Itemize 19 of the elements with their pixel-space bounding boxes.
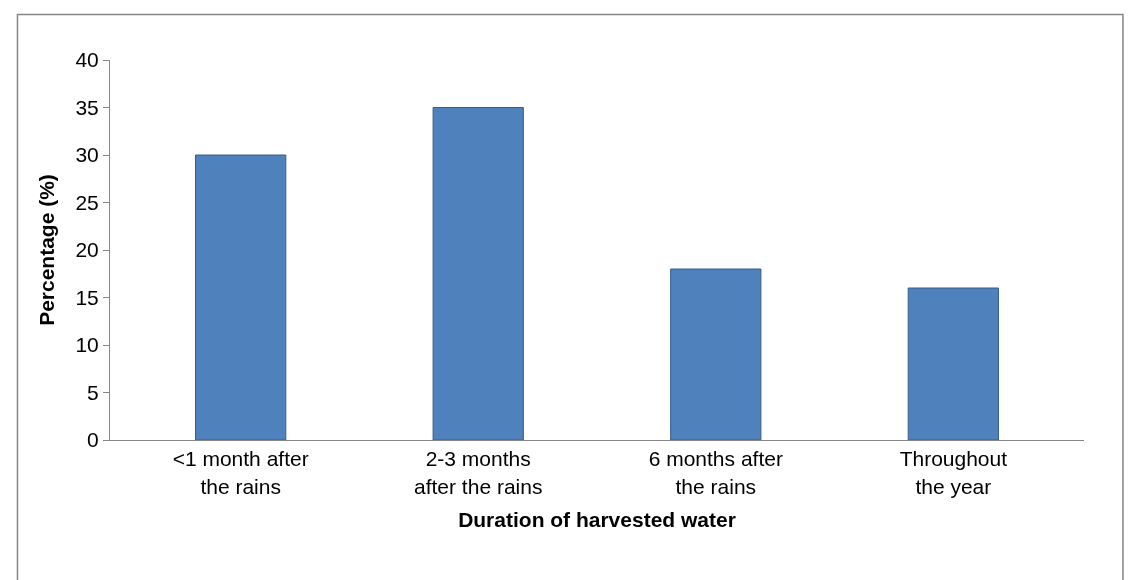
y-tick-label: 0 — [87, 428, 99, 452]
bar — [432, 107, 524, 440]
y-tick-label: 30 — [75, 143, 99, 167]
y-tick-label: 10 — [75, 333, 99, 357]
bar — [907, 287, 999, 440]
x-tick-label: <1 month after the rains — [172, 447, 309, 498]
y-tick-label: 15 — [75, 285, 99, 309]
y-tick-label: 40 — [75, 48, 99, 72]
y-tick-label: 20 — [75, 238, 99, 262]
y-axis-title: Percentage (%) — [34, 174, 58, 326]
bar — [195, 154, 287, 440]
x-tick-label: 6 months after the rains — [648, 447, 783, 498]
bar — [670, 268, 762, 440]
x-tick-label: 2-3 months after the rains — [414, 447, 543, 498]
y-tick-label: 25 — [75, 190, 99, 214]
x-axis-title: Duration of harvested water — [458, 507, 736, 531]
x-tick-label: Throughout the year — [899, 447, 1008, 498]
y-tick-label: 35 — [75, 95, 99, 119]
y-tick-label: 5 — [87, 380, 99, 404]
